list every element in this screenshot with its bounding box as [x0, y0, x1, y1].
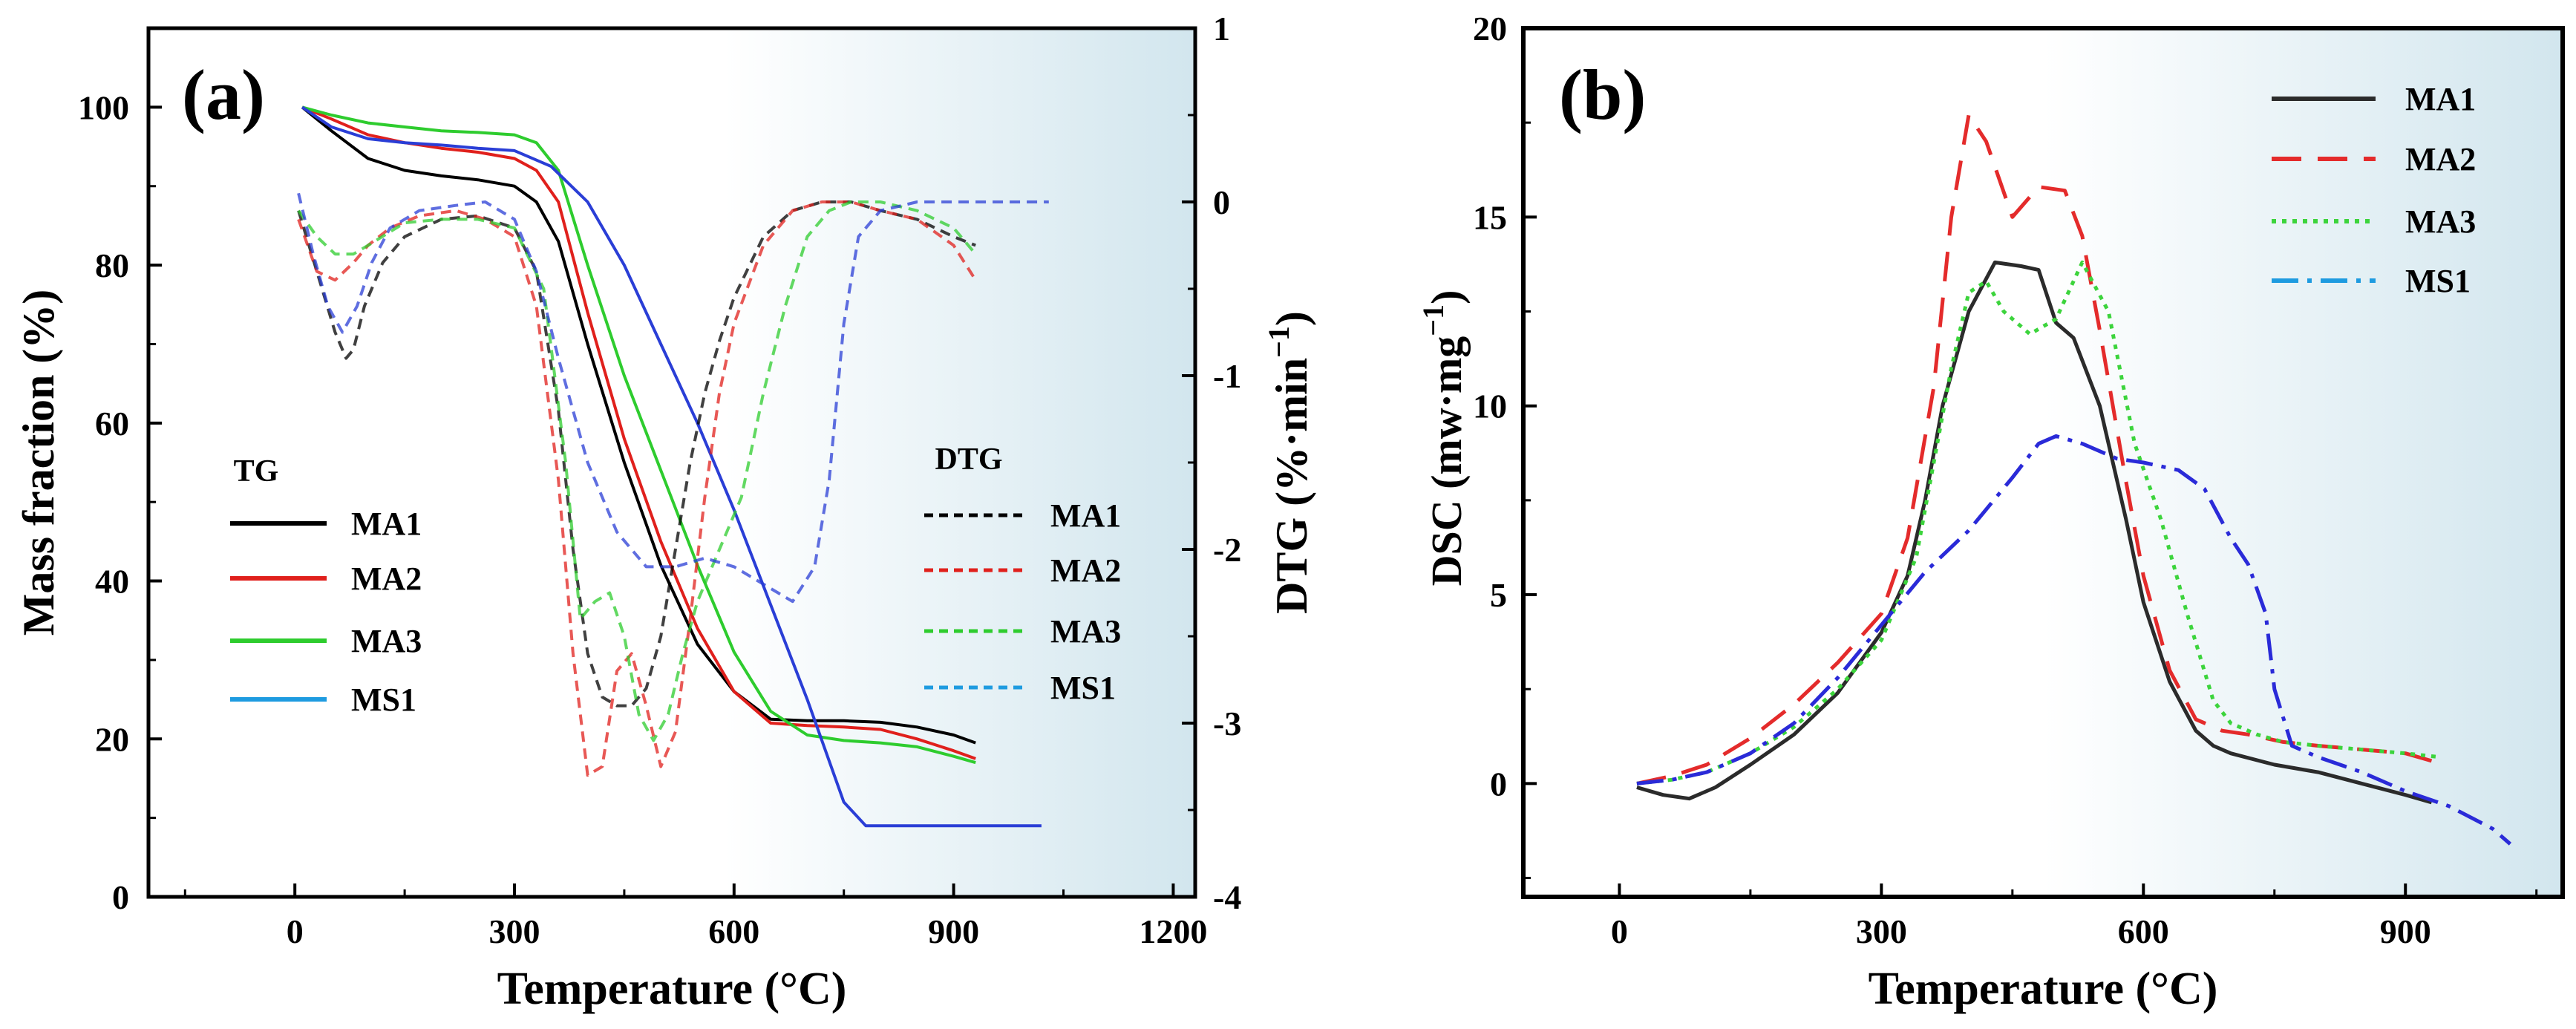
y2-tick-label: -4 — [1213, 878, 1241, 916]
panel-b-frame — [1521, 26, 2565, 899]
dtg-line-ms1 — [297, 192, 1049, 604]
x-tick-label: 300 — [489, 912, 540, 950]
x-tick-label: 900 — [928, 912, 979, 950]
tg-legend-label-ma2: MA2 — [351, 561, 422, 597]
x-tick-label: 900 — [2380, 912, 2431, 950]
panel-a-y2-label-main: DTG (%·min — [1267, 358, 1316, 614]
y-tick-label: 0 — [112, 878, 129, 916]
y-tick-label: 40 — [95, 563, 129, 601]
y-tick-label: 0 — [1490, 765, 1507, 803]
panel-a-dtg-series — [297, 192, 1049, 777]
y2-tick-label: 1 — [1213, 10, 1230, 48]
panel-a: 0 300 600 900 1200 0 20 40 60 80 100 -4 -3 -2 -1 0 1 (… — [14, 10, 1316, 1014]
panel-b-label: (b) — [1559, 55, 1646, 134]
x-tick-label: 600 — [708, 912, 759, 950]
x-tick-label: 300 — [1856, 912, 1907, 950]
y-tick-label: 20 — [1473, 10, 1507, 48]
panel-b-legend: MA1 MA2 MA3 MS1 — [2272, 81, 2476, 299]
dtg-legend-label-ms1: MS1 — [1050, 670, 1116, 706]
y2-tick-label: -2 — [1213, 531, 1241, 569]
tg-line-ma1 — [301, 105, 976, 745]
panel-b-y-label-main: DSC (mw·mg — [1422, 336, 1471, 587]
dsc-legend-label-ma3: MA3 — [2405, 203, 2476, 240]
panel-b-y-label-close: ) — [1422, 290, 1471, 304]
panel-b-y-label-sup: −1 — [1416, 304, 1450, 336]
y2-tick-label: -3 — [1213, 705, 1241, 742]
dsc-legend-label-ma2: MA2 — [2405, 141, 2476, 177]
x-tick-label: 0 — [287, 912, 304, 950]
dtg-legend-label-ma2: MA2 — [1050, 552, 1121, 589]
panel-a-y2-label-sup: −1 — [1262, 326, 1295, 358]
tg-legend-title: TG — [234, 454, 279, 489]
panel-a-x-label: Temperature (°C) — [497, 964, 847, 1014]
dtg-legend-title: DTG — [935, 442, 1002, 477]
y-tick-label: 15 — [1473, 198, 1507, 236]
dtg-legend-label-ma3: MA3 — [1050, 613, 1121, 650]
y-tick-label: 60 — [95, 405, 129, 442]
panel-a-tg-legend: TG MA1 MA2 MA3 MS1 — [230, 454, 422, 718]
panel-a-y-label: Mass fraction (%) — [14, 290, 63, 636]
panel-b-x-label: Temperature (°C) — [1869, 964, 2218, 1014]
y2-tick-label: -1 — [1213, 357, 1241, 395]
tg-legend-label-ms1: MS1 — [351, 682, 416, 718]
y-tick-label: 100 — [78, 88, 129, 126]
dsc-line-ma2 — [1636, 113, 2433, 785]
dsc-line-ms1 — [1636, 434, 2512, 846]
tg-legend-label-ma3: MA3 — [351, 623, 422, 659]
tg-legend-label-ma1: MA1 — [351, 506, 422, 542]
panel-a-y2-axis: -4 -3 -2 -1 0 1 — [1182, 10, 1241, 916]
panel-b-y-axis: 0 5 10 15 20 — [1473, 10, 1537, 880]
panel-a-y2-label: DTG (%·min−1) — [1262, 311, 1316, 614]
dtg-line-ma3 — [297, 200, 977, 742]
panel-a-plot-background — [148, 28, 1195, 897]
panel-a-label: (a) — [182, 55, 265, 134]
y-tick-label: 20 — [95, 720, 129, 758]
panel-a-x-axis: 0 300 600 900 1200 — [183, 883, 1207, 950]
panel-b-y-label: DSC (mw·mg−1) — [1416, 290, 1471, 587]
panel-a-y2-label-close: ) — [1267, 311, 1316, 326]
x-tick-label: 1200 — [1139, 912, 1207, 950]
panel-b-plot-background — [1523, 28, 2563, 897]
y-tick-label: 5 — [1490, 576, 1507, 614]
panel-b: 0 300 600 900 0 5 10 15 20 (b) Temperature (°C)… — [1416, 10, 2565, 1014]
y-tick-label: 10 — [1473, 388, 1507, 425]
panel-a-y-axis: 0 20 40 60 80 100 — [78, 88, 162, 916]
panel-a-dtg-legend: DTG MA1 MA2 MA3 MS1 — [924, 442, 1121, 706]
y-tick-label: 80 — [95, 246, 129, 284]
x-tick-label: 600 — [2118, 912, 2169, 950]
dsc-legend-label-ma1: MA1 — [2405, 81, 2476, 117]
dsc-line-ma3 — [1636, 260, 2441, 785]
tg-line-ma3 — [301, 105, 976, 765]
dsc-line-ma1 — [1636, 260, 2433, 805]
panel-b-x-axis: 0 300 600 900 — [1611, 883, 2538, 950]
panel-b-dsc-series — [1636, 113, 2512, 846]
dsc-legend-label-ms1: MS1 — [2405, 263, 2471, 299]
y2-tick-label: 0 — [1213, 183, 1230, 221]
dtg-legend-label-ma1: MA1 — [1050, 497, 1121, 534]
dtg-line-ma2 — [297, 200, 977, 777]
x-tick-label: 0 — [1611, 912, 1628, 950]
